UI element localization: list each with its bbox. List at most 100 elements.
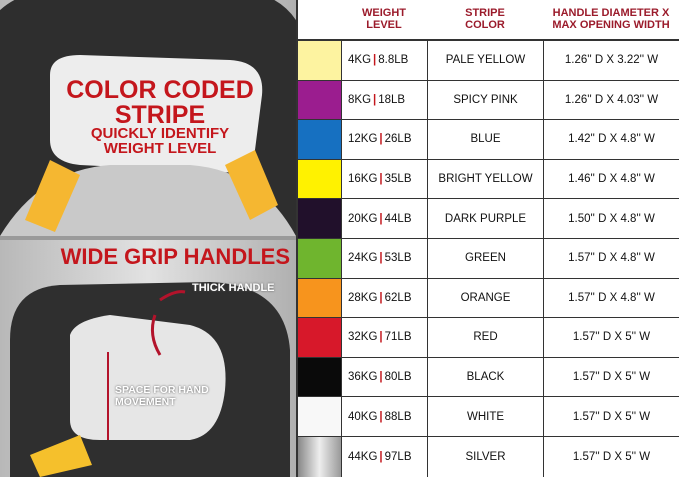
- stripe-color-cell: WHITE: [427, 397, 543, 436]
- separator: |: [379, 450, 383, 463]
- handle-dimension-cell: 1.26'' D X 4.03'' W: [543, 80, 679, 120]
- header-weight-level: WEIGHT LEVEL: [362, 6, 406, 31]
- handle-dimension-cell: 1.42'' D X 4.8'' W: [543, 120, 679, 159]
- kettlebell-top-image: [0, 0, 296, 236]
- weight-kg: 36KG: [348, 371, 378, 384]
- handle-dimension-cell: 1.57'' D X 4.8'' W: [543, 238, 679, 278]
- weight-kg: 40KG: [348, 410, 378, 423]
- weight-kg: 32KG: [348, 331, 378, 344]
- weight-cell: 4KG | 8.8LB: [341, 41, 427, 80]
- space-label-line: MOVEMENT: [115, 395, 176, 408]
- separator: |: [379, 173, 383, 186]
- top-subtitle-line: WEIGHT LEVEL: [103, 140, 217, 157]
- color-swatch: [298, 120, 341, 159]
- separator: |: [379, 212, 383, 225]
- header-handle-dimensions: HANDLE DIAMETER X MAX OPENING WIDTH: [552, 6, 670, 31]
- top-title-line: STRIPE: [114, 101, 206, 129]
- space-label-line: SPACE FOR HAND: [115, 384, 209, 396]
- header-stripe-color: STRIPE COLOR: [465, 6, 505, 31]
- weight-lb: 8.8LB: [378, 54, 409, 67]
- weight-cell: 24KG | 53LB: [341, 238, 427, 278]
- table-row: 8KG | 18LB SPICY PINK 1.26'' D X 4.03'' W: [298, 80, 679, 121]
- weight-cell: 40KG | 88LB: [341, 397, 427, 436]
- weight-lb: 62LB: [384, 291, 412, 304]
- weight-lb: 71LB: [384, 331, 412, 344]
- weight-lb: 88LB: [384, 410, 412, 423]
- separator: |: [379, 133, 383, 146]
- table-row: 40KG | 88LB WHITE 1.57'' D X 5'' W: [298, 397, 679, 437]
- separator: |: [379, 291, 383, 304]
- weight-kg: 16KG: [348, 173, 378, 186]
- bottom-title: WIDE GRIP HANDLES: [60, 244, 290, 269]
- stripe-color-cell: SPICY PINK: [427, 80, 543, 120]
- table-row: 12KG | 26LB BLUE 1.42'' D X 4.8'' W: [298, 120, 679, 160]
- color-swatch: [298, 278, 341, 318]
- top-subtitle: QUICKLY IDENTIFY WEIGHT LEVEL: [50, 126, 270, 156]
- separator: |: [379, 371, 383, 384]
- weight-lb: 44LB: [384, 212, 412, 225]
- table-row: 44KG | 97LB SILVER 1.57'' D X 5'' W: [298, 436, 679, 477]
- separator: |: [379, 252, 383, 265]
- weight-lb: 97LB: [384, 450, 412, 463]
- table-row: 4KG | 8.8LB PALE YELLOW 1.26'' D X 3.22'' …: [298, 41, 679, 81]
- weight-kg: 44KG: [348, 450, 378, 463]
- handle-dimension-cell: 1.57'' D X 5'' W: [543, 318, 679, 357]
- handle-dimension-cell: 1.46'' D X 4.8'' W: [543, 159, 679, 199]
- color-stripe-panel: COLOR CODED STRIPE QUICKLY IDENTIFY WEIG…: [0, 0, 296, 236]
- color-swatch: [298, 80, 341, 120]
- weight-cell: 16KG | 35LB: [341, 159, 427, 199]
- weight-cell: 12KG | 26LB: [341, 120, 427, 159]
- thick-handle-label: THICK HANDLE: [192, 282, 275, 294]
- stripe-color-cell: PALE YELLOW: [427, 41, 543, 80]
- separator: |: [379, 410, 383, 423]
- weight-kg: 28KG: [348, 291, 378, 304]
- weight-kg: 20KG: [348, 212, 378, 225]
- color-swatch: [298, 436, 341, 477]
- weight-kg: 24KG: [348, 252, 378, 265]
- weight-cell: 8KG | 18LB: [341, 80, 427, 120]
- weight-cell: 36KG | 80LB: [341, 357, 427, 397]
- weight-cell: 28KG | 62LB: [341, 278, 427, 318]
- color-swatch: [298, 159, 341, 199]
- stripe-color-cell: BLUE: [427, 120, 543, 159]
- weight-lb: 80LB: [384, 371, 412, 384]
- space-label: SPACE FOR HAND MOVEMENT: [115, 384, 209, 408]
- table-row: 36KG | 80LB BLACK 1.57'' D X 5'' W: [298, 357, 679, 398]
- separator: |: [373, 93, 377, 106]
- handle-dimension-cell: 1.57'' D X 5'' W: [543, 397, 679, 436]
- color-swatch: [298, 318, 341, 357]
- handle-dimension-cell: 1.57'' D X 4.8'' W: [543, 278, 679, 318]
- table-header: WEIGHT LEVEL STRIPE COLOR HANDLE DIAMETE…: [298, 0, 679, 41]
- color-swatch: [298, 41, 341, 80]
- table-row: 32KG | 71LB RED 1.57'' D X 5'' W: [298, 318, 679, 358]
- color-swatch: [298, 397, 341, 436]
- stripe-color-cell: GREEN: [427, 238, 543, 278]
- table-row: 16KG | 35LB BRIGHT YELLOW 1.46'' D X 4.8''…: [298, 159, 679, 200]
- top-title-line: COLOR CODED: [66, 76, 254, 104]
- color-swatch: [298, 238, 341, 278]
- top-subtitle-line: QUICKLY IDENTIFY: [90, 125, 230, 142]
- weight-spec-table: WEIGHT LEVEL STRIPE COLOR HANDLE DIAMETE…: [296, 0, 679, 477]
- handle-dimension-cell: 1.26'' D X 3.22'' W: [543, 41, 679, 80]
- handle-dimension-cell: 1.57'' D X 5'' W: [543, 357, 679, 397]
- header-swatch: [298, 0, 341, 39]
- product-image-panel: COLOR CODED STRIPE QUICKLY IDENTIFY WEIG…: [0, 0, 296, 477]
- color-swatch: [298, 357, 341, 397]
- handle-dimension-cell: 1.50'' D X 4.8'' W: [543, 199, 679, 238]
- table-row: 24KG | 53LB GREEN 1.57'' D X 4.8'' W: [298, 238, 679, 279]
- weight-cell: 20KG | 44LB: [341, 199, 427, 238]
- stripe-color-cell: BLACK: [427, 357, 543, 397]
- table-row: 20KG | 44LB DARK PURPLE 1.50'' D X 4.8'' W: [298, 199, 679, 239]
- color-swatch: [298, 199, 341, 238]
- stripe-color-cell: BRIGHT YELLOW: [427, 159, 543, 199]
- stripe-color-cell: SILVER: [427, 436, 543, 477]
- weight-lb: 53LB: [384, 252, 412, 265]
- stripe-color-cell: DARK PURPLE: [427, 199, 543, 238]
- weight-kg: 8KG: [348, 93, 372, 106]
- table-row: 28KG | 62LB ORANGE 1.57'' D X 4.8'' W: [298, 278, 679, 319]
- top-title: COLOR CODED STRIPE: [50, 78, 270, 128]
- kettlebell-handle-image: [10, 282, 290, 477]
- weight-lb: 26LB: [384, 133, 412, 146]
- weight-lb: 35LB: [384, 173, 412, 186]
- stripe-color-cell: RED: [427, 318, 543, 357]
